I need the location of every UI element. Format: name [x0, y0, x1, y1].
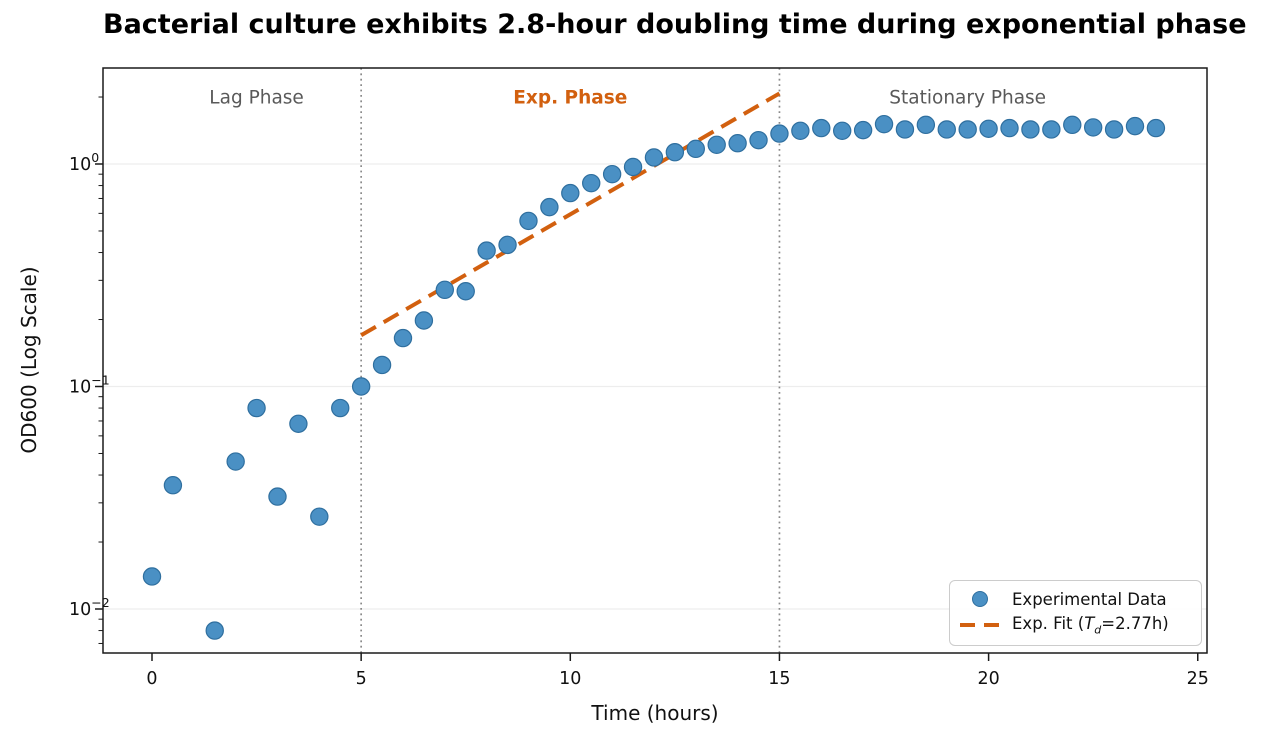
data-point — [644, 148, 664, 167]
data-point — [1000, 118, 1019, 138]
data-point — [498, 235, 517, 255]
data-point — [602, 164, 622, 184]
x-tick-label: 25 — [1187, 669, 1209, 689]
data-point — [226, 452, 245, 471]
data-point — [205, 621, 224, 640]
data-point — [142, 567, 162, 586]
data-point — [895, 120, 915, 139]
chart-title: Bacterial culture exhibits 2.8-hour doub… — [103, 9, 1247, 40]
axes-frame — [102, 67, 1208, 654]
y-tick-label: 10−2 — [69, 595, 110, 620]
data-point — [937, 120, 956, 139]
x-tick-label: 0 — [146, 669, 157, 689]
data-point — [372, 355, 392, 375]
data-point — [582, 173, 601, 193]
legend-label-fit: Exp. Fit (Td=2.77h) — [1012, 613, 1169, 637]
data-point — [289, 414, 308, 433]
data-point — [832, 121, 852, 140]
annotation-exp-phase: Exp. Phase — [513, 87, 628, 109]
scatter-marker-icon — [972, 591, 988, 608]
data-point — [268, 487, 287, 506]
data-point — [791, 121, 810, 140]
y-axis-label: OD600 (Log Scale) — [17, 266, 41, 454]
dashed-line-icon — [960, 622, 1000, 628]
data-point — [1042, 120, 1061, 139]
data-point — [1125, 116, 1145, 136]
data-point — [519, 211, 538, 231]
data-point — [707, 135, 726, 154]
x-tick-label: 10 — [559, 669, 581, 689]
data-point — [686, 139, 705, 159]
data-point — [665, 142, 685, 162]
data-point — [435, 280, 455, 300]
data-point — [853, 120, 873, 140]
legend-entry-experimental: Experimental Data — [958, 590, 1193, 609]
data-point — [477, 241, 496, 260]
legend: Experimental Data Exp. Fit (Td=2.77h) — [949, 580, 1202, 646]
data-point — [812, 118, 831, 138]
data-point — [331, 398, 350, 418]
data-point — [958, 120, 977, 139]
y-tick-label: 100 — [69, 150, 99, 175]
data-point — [749, 130, 768, 150]
data-point — [916, 115, 936, 135]
annotation-stationary-phase: Stationary Phase — [889, 87, 1047, 109]
data-point — [1146, 118, 1166, 138]
data-point — [1021, 120, 1040, 139]
data-point — [979, 119, 998, 138]
data-point — [247, 398, 266, 418]
data-point — [728, 134, 747, 153]
data-point — [1104, 120, 1124, 139]
x-axis-label: Time (hours) — [591, 701, 719, 725]
fit-line — [360, 91, 781, 337]
data-point — [770, 124, 789, 143]
legend-label-experimental: Experimental Data — [1012, 589, 1167, 609]
data-point — [540, 197, 559, 217]
data-point — [623, 157, 643, 177]
data-point — [310, 507, 329, 526]
x-tick-label: 5 — [356, 669, 367, 689]
x-tick-label: 20 — [977, 669, 999, 689]
annotation-lag-phase: Lag Phase — [209, 87, 304, 109]
data-point — [163, 476, 183, 495]
data-point — [561, 183, 580, 203]
data-point — [414, 311, 434, 330]
legend-entry-fit: Exp. Fit (Td=2.77h) — [958, 614, 1193, 636]
data-point — [351, 377, 371, 396]
data-point — [393, 328, 413, 348]
data-point — [456, 282, 475, 301]
data-point — [874, 114, 894, 134]
data-point — [1063, 115, 1082, 135]
x-tick-label: 15 — [768, 669, 790, 689]
data-point — [1083, 118, 1103, 137]
